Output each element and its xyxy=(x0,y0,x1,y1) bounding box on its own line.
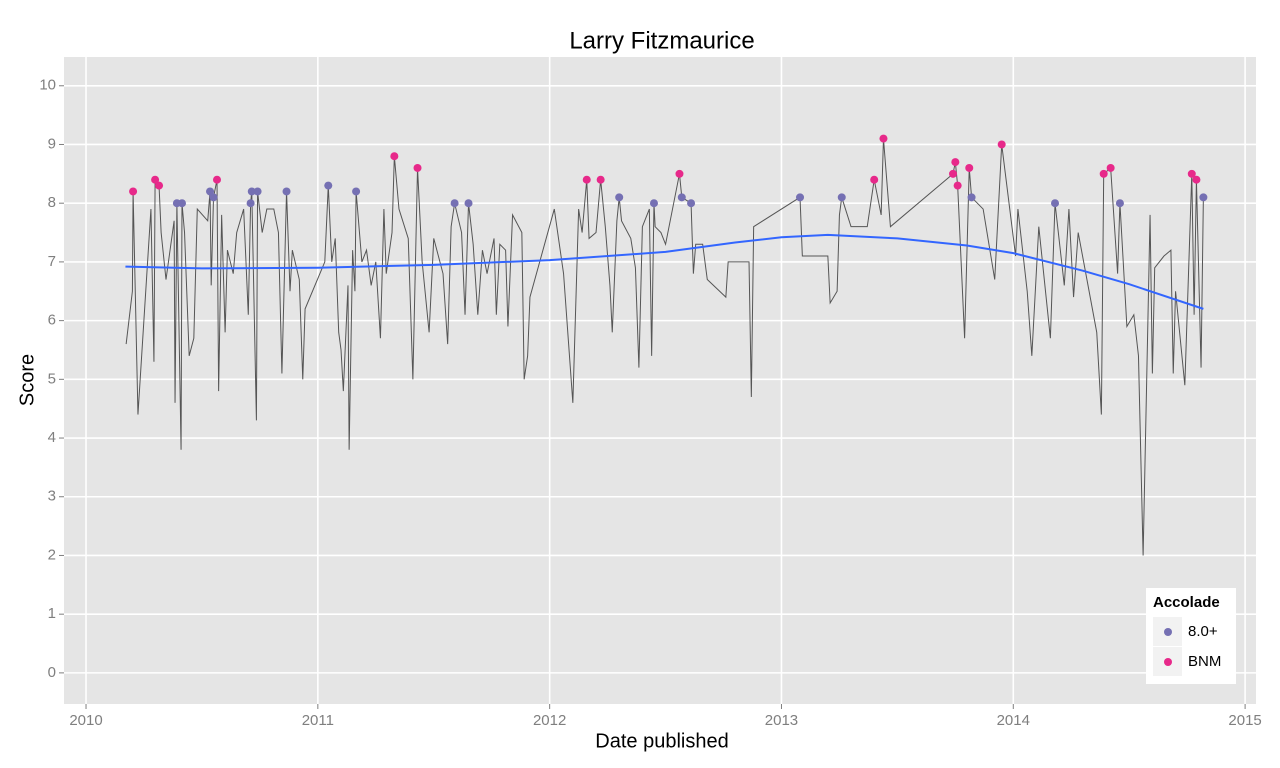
accolade-point xyxy=(246,199,255,208)
legend-label: 8.0+ xyxy=(1188,623,1218,640)
y-tick-label: 3 xyxy=(48,488,56,505)
accolade-point xyxy=(596,175,605,184)
plot-panel xyxy=(64,57,1256,704)
accolade-point xyxy=(1187,169,1196,178)
accolade-point xyxy=(582,175,591,184)
accolade-point xyxy=(949,169,958,178)
accolade-point xyxy=(615,193,624,202)
accolade-point xyxy=(253,187,262,196)
smooth-line xyxy=(125,233,1204,310)
accolade-point xyxy=(687,199,696,208)
accolade-point xyxy=(1099,169,1108,178)
accolade-point xyxy=(965,163,974,172)
y-tick-label: 7 xyxy=(48,253,56,270)
legend-label: BNM xyxy=(1188,653,1221,670)
accolade-point xyxy=(324,181,333,190)
x-tick-label: 2010 xyxy=(69,712,102,729)
chart-title: Larry Fitzmaurice xyxy=(569,27,754,54)
accolade-point xyxy=(953,181,962,190)
accolade-point xyxy=(450,199,459,208)
legend-title: Accolade xyxy=(1153,594,1220,611)
accolade-point xyxy=(206,187,215,196)
accolade-point xyxy=(390,152,399,161)
accolade-point xyxy=(1115,199,1124,208)
accolade-point xyxy=(129,187,138,196)
score-line xyxy=(125,138,1204,556)
accolade-point xyxy=(177,199,186,208)
x-tick-label: 2013 xyxy=(765,712,798,729)
accolade-point xyxy=(1199,193,1208,202)
accolade-point xyxy=(837,193,846,202)
x-tick-label: 2015 xyxy=(1228,712,1261,729)
accolade-point xyxy=(155,181,164,190)
accolade-point xyxy=(997,140,1006,149)
accolade-point xyxy=(879,134,888,143)
y-tick-label: 1 xyxy=(48,605,56,622)
accolade-point xyxy=(870,175,879,184)
x-tick-label: 2014 xyxy=(997,712,1030,729)
y-tick-label: 4 xyxy=(48,429,56,446)
legend-swatch xyxy=(1164,628,1172,636)
accolade-point xyxy=(413,163,422,172)
accolade-point xyxy=(282,187,291,196)
x-axis-label: Date published xyxy=(595,730,728,752)
accolade-point xyxy=(209,193,218,202)
accolade-point xyxy=(151,175,160,184)
x-tick-label: 2011 xyxy=(302,712,334,729)
accolade-point xyxy=(796,193,805,202)
accolade-point xyxy=(675,169,684,178)
accolade-point xyxy=(1051,199,1060,208)
accolade-point xyxy=(649,199,658,208)
y-tick-label: 8 xyxy=(48,194,56,211)
accolade-point xyxy=(464,199,473,208)
accolade-point xyxy=(352,187,361,196)
accolade-point xyxy=(951,158,960,167)
accolade-point xyxy=(212,175,221,184)
accolade-point xyxy=(967,193,976,202)
accolade-point xyxy=(1192,175,1201,184)
accolade-point xyxy=(1106,163,1115,172)
y-tick-label: 5 xyxy=(48,370,56,387)
y-tick-label: 2 xyxy=(48,546,56,563)
y-tick-label: 9 xyxy=(48,135,56,152)
x-tick-label: 2012 xyxy=(533,712,566,729)
y-axis-label: Score xyxy=(16,354,38,406)
y-tick-label: 6 xyxy=(48,312,56,329)
accolade-point xyxy=(677,193,686,202)
accolade-point xyxy=(247,187,256,196)
legend-swatch xyxy=(1164,658,1172,666)
y-tick-label: 0 xyxy=(48,664,56,681)
y-tick-label: 10 xyxy=(39,77,56,94)
